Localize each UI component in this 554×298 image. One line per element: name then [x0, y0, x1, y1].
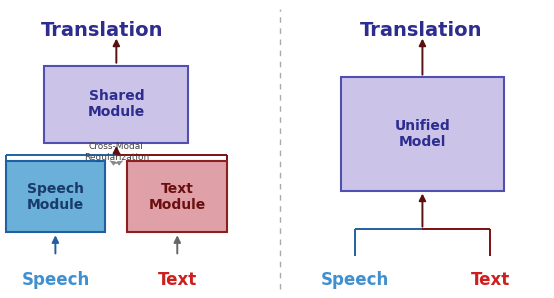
Text: Speech: Speech: [21, 271, 90, 289]
Text: Translation: Translation: [41, 21, 164, 40]
Text: Text
Module: Text Module: [148, 181, 206, 212]
Text: Text: Text: [158, 271, 197, 289]
FancyBboxPatch shape: [6, 161, 105, 232]
FancyBboxPatch shape: [127, 161, 227, 232]
Text: Speech: Speech: [320, 271, 389, 289]
Text: Speech
Module: Speech Module: [27, 181, 84, 212]
Text: Unified
Model: Unified Model: [394, 119, 450, 149]
FancyBboxPatch shape: [44, 66, 188, 143]
Text: Shared
Module: Shared Module: [88, 89, 145, 119]
FancyBboxPatch shape: [341, 77, 504, 191]
Text: Text: Text: [471, 271, 510, 289]
Text: Cross-Modal
Regularization: Cross-Modal Regularization: [84, 142, 149, 162]
Text: Translation: Translation: [360, 21, 483, 40]
